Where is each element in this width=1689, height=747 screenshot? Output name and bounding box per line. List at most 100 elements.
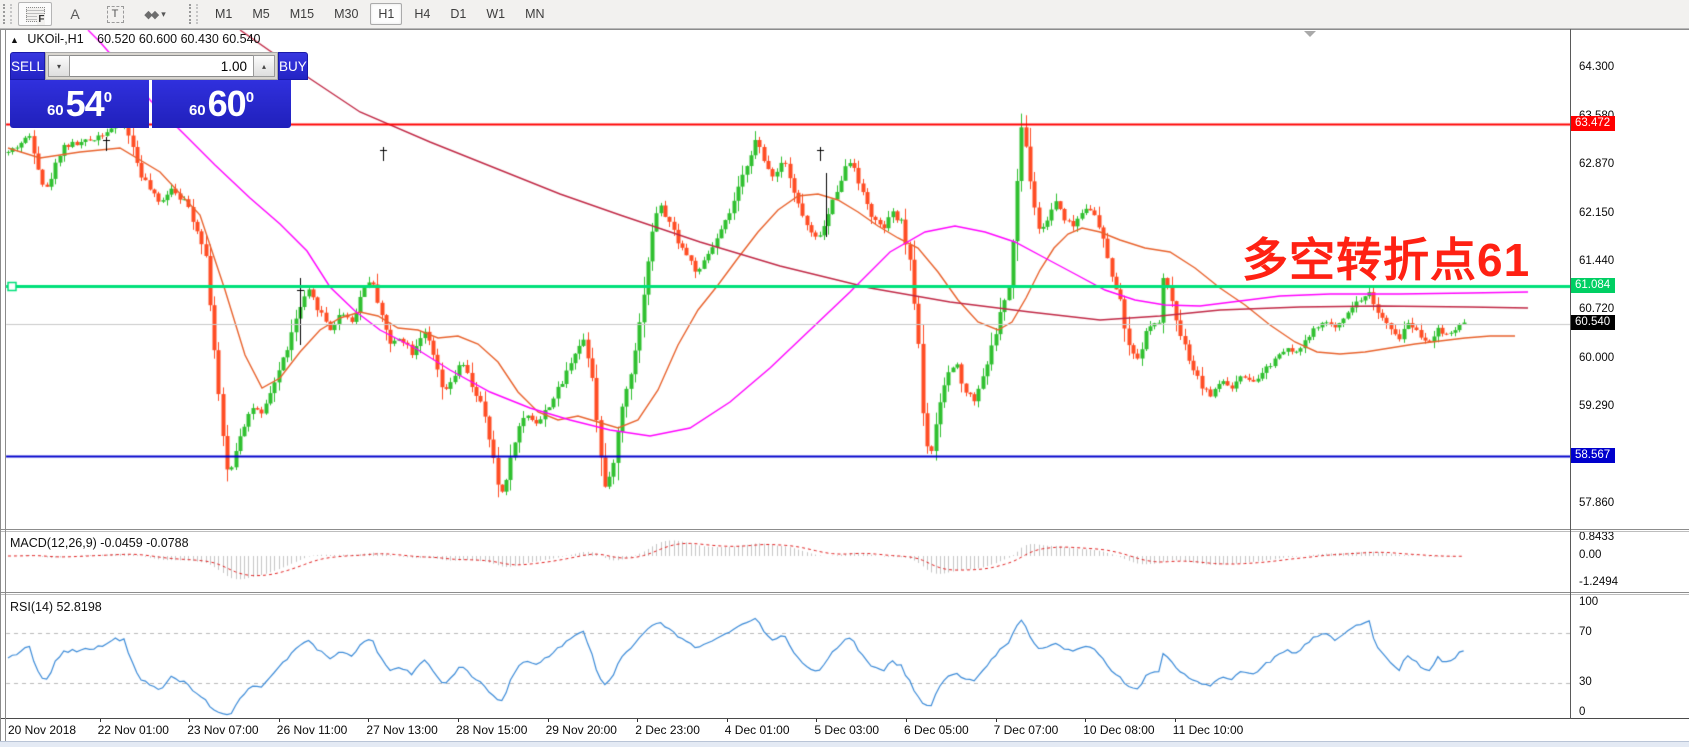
rsi-separator-top[interactable] [0, 592, 1689, 593]
buy-button[interactable]: BUY [278, 52, 308, 80]
rsi-separator-bottom [0, 594, 1689, 595]
time-tick [1085, 718, 1087, 722]
price-badge-61.084: 61.084 [1571, 277, 1616, 293]
sell-price-big: 54 [65, 83, 105, 124]
chart-top-border [0, 29, 1689, 30]
buy-price-button[interactable]: 60 60 0 [152, 80, 291, 128]
toolbar-grip[interactable] [3, 4, 12, 24]
label-a-icon: A [70, 6, 80, 22]
chart-title: ▲ UKOil-,H1 60.520 60.600 60.430 60.540 [10, 32, 261, 46]
text-tool-button[interactable]: T [98, 2, 132, 26]
time-tick [906, 718, 907, 722]
symbol-marker-icon: ▲ [10, 35, 19, 45]
buy-price-big: 60 [207, 83, 247, 124]
macd-label: MACD(12,26,9) -0.0459 -0.0788 [10, 536, 189, 550]
time-axis-border [0, 718, 1689, 719]
sell-price-small: 60 [46, 101, 64, 119]
toolbar: F A T ◆◆ ▾ M1 M5 M15 M30 H1 H4 D1 W1 MN [0, 0, 1689, 29]
rsi-axis-label: 70 [1579, 626, 1592, 638]
volume-control: ▾ ▴ [45, 52, 279, 80]
timeframe-button-M5[interactable]: M5 [252, 7, 270, 21]
bottom-strip [0, 741, 1689, 747]
macd-separator-bottom [0, 531, 1689, 532]
price-tick-label: 64.300 [1579, 61, 1615, 73]
volume-input[interactable] [70, 55, 254, 77]
rsi-axis-label: 0 [1579, 706, 1586, 718]
timeframe-button-M15[interactable]: M15 [289, 7, 315, 21]
order-grid-icon: F [25, 6, 45, 25]
time-tick [99, 718, 101, 722]
time-tick [637, 718, 639, 722]
time-tick [816, 718, 818, 722]
time-label: 26 Nov 11:00 [276, 723, 348, 737]
time-label: 28 Nov 15:00 [456, 723, 528, 737]
price-tick-label: 59.290 [1579, 400, 1615, 413]
timeframe-button-W1[interactable]: W1 [486, 7, 506, 21]
order-grid-tool-button[interactable]: F [18, 2, 52, 26]
price-badge-63.472: 63.472 [1571, 116, 1616, 132]
time-tick [1174, 718, 1176, 722]
price-axis[interactable]: 64.30063.58062.87062.15061.44060.72060.0… [1571, 29, 1689, 741]
time-label: 22 Nov 01:00 [97, 723, 169, 737]
volume-increase-button[interactable]: ▴ [253, 55, 276, 77]
time-tick [547, 718, 549, 722]
price-tick-label: 57.860 [1579, 496, 1615, 509]
timeframe-button-MN[interactable]: MN [525, 7, 545, 21]
time-axis[interactable]: 20 Nov 2018 22 Nov 01:00 23 Nov 07:00 26 No… [0, 718, 1689, 741]
symbol-period-label: UKOil-,H1 [27, 32, 84, 46]
volume-decrease-button[interactable]: ▾ [48, 55, 71, 77]
sell-price-button[interactable]: 60 54 0 [10, 80, 149, 128]
time-tick [458, 718, 459, 722]
timeframe-button-M1[interactable]: M1 [215, 7, 233, 21]
macd-axis-label: -1.2494 [1579, 576, 1619, 588]
price-badge-58.567: 58.567 [1571, 448, 1616, 464]
time-tick [278, 718, 280, 722]
time-tick [995, 718, 997, 722]
buy-price-sup: 0 [245, 88, 255, 106]
time-label: 2 Dec 23:00 [635, 723, 700, 737]
chart-shift-marker-icon[interactable] [1304, 31, 1316, 37]
ohlc-values: 60.520 60.600 60.430 60.540 [97, 32, 261, 46]
time-label: 23 Nov 07:00 [187, 723, 259, 737]
window-left-edge-inner [5, 28, 6, 741]
timeframe-button-H4[interactable]: H4 [414, 7, 431, 21]
price-tick-label: 60.720 [1579, 303, 1615, 316]
sell-price-sup: 0 [103, 88, 113, 106]
price-tick-label: 62.150 [1579, 206, 1615, 219]
time-label: 4 Dec 01:00 [724, 723, 790, 737]
rsi-axis-label: 30 [1579, 676, 1592, 688]
time-label: 11 Dec 10:00 [1172, 723, 1244, 737]
time-label: 5 Dec 03:00 [814, 723, 880, 737]
toolbar-grip-2[interactable] [189, 4, 198, 24]
time-label: 20 Nov 2018 [8, 723, 77, 737]
time-label: 29 Nov 20:00 [545, 723, 617, 737]
time-tick [726, 718, 728, 722]
price-badge-60.540: 60.540 [1571, 314, 1616, 330]
label-tool-button[interactable]: A [58, 2, 92, 26]
shapes-icon: ◆◆ [144, 8, 159, 21]
price-axis-border [1570, 29, 1571, 719]
macd-axis-label: 0.8433 [1579, 531, 1615, 543]
chart-text-annotation: 多空转折点61 [1242, 234, 1531, 286]
timeframe-button-M30[interactable]: M30 [334, 7, 359, 21]
chevron-down-icon: ▾ [161, 8, 166, 19]
sell-button[interactable]: SELL [10, 52, 46, 80]
rsi-axis-label: 100 [1579, 596, 1599, 608]
timeframe-button-H1[interactable]: H1 [370, 3, 403, 25]
price-tick-label: 61.440 [1579, 254, 1615, 267]
rsi-label: RSI(14) 52.8198 [10, 600, 102, 614]
time-label: 6 Dec 05:00 [904, 723, 969, 737]
text-t-icon: T [106, 5, 124, 23]
timeframe-button-D1[interactable]: D1 [450, 7, 467, 21]
macd-axis-label: 0.00 [1579, 549, 1602, 561]
shapes-tool-button[interactable]: ◆◆ ▾ [138, 2, 172, 26]
window-left-edge [0, 28, 1, 741]
macd-separator-top[interactable] [0, 529, 1689, 530]
time-label: 27 Nov 13:00 [366, 723, 438, 737]
time-tick [189, 718, 191, 722]
one-click-trading-panel: SELL ▾ ▴ BUY 60 54 0 60 60 0 [10, 50, 308, 128]
time-label: 10 Dec 08:00 [1083, 723, 1155, 737]
price-tick-label: 60.000 [1579, 352, 1615, 365]
time-label: 7 Dec 07:00 [993, 723, 1059, 737]
